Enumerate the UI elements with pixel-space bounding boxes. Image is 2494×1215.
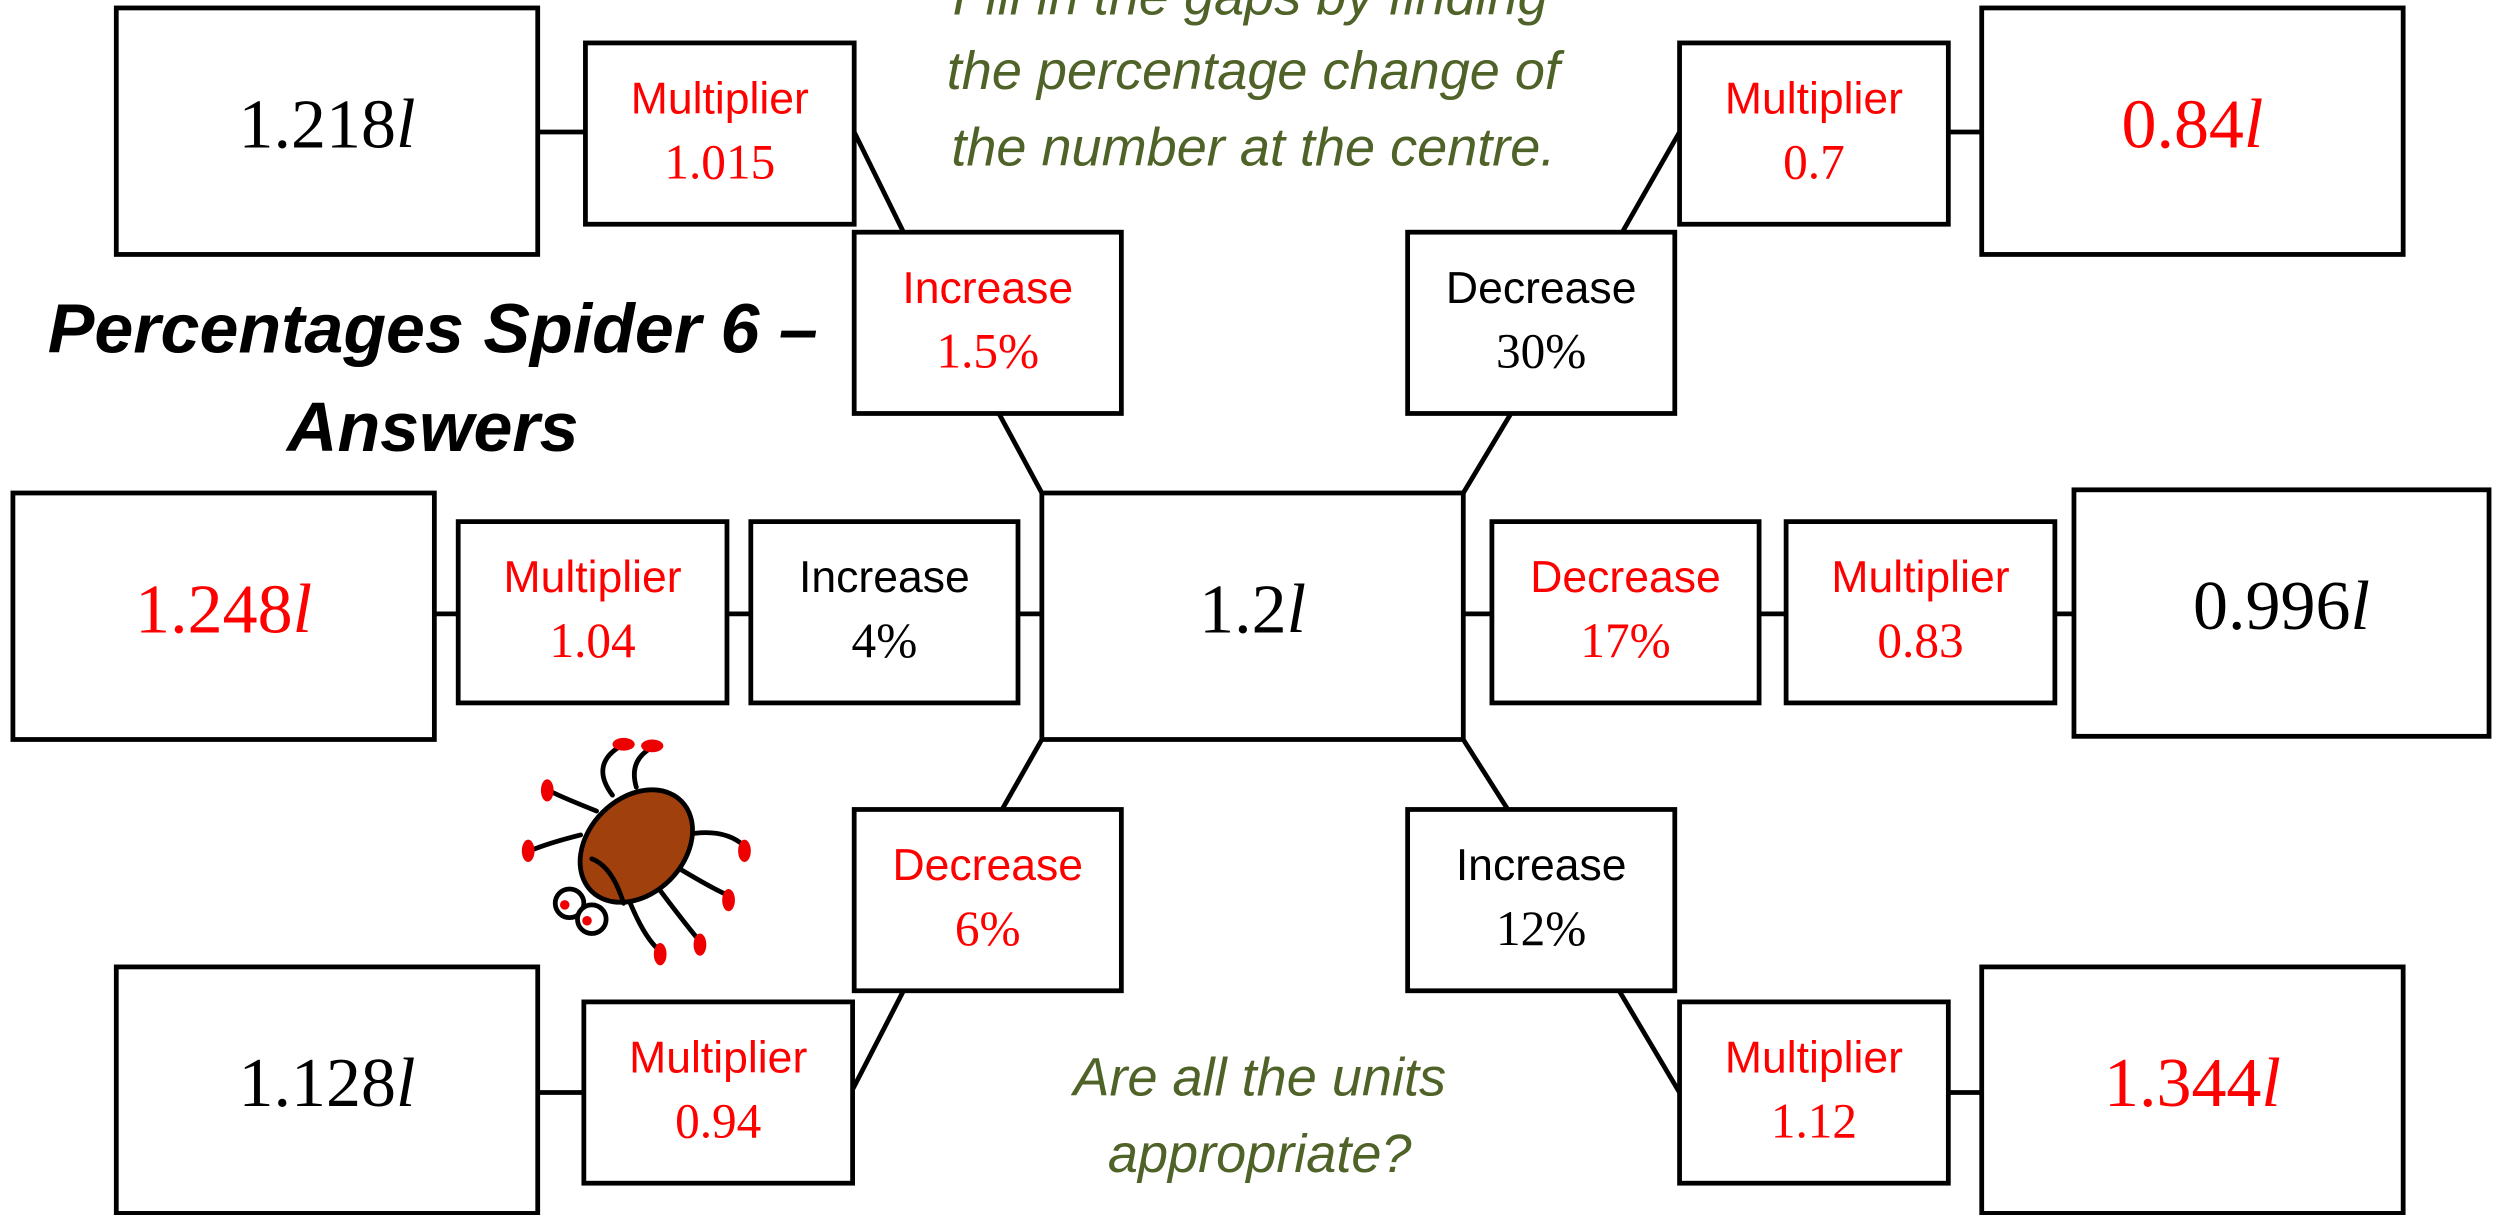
value-box <box>1039 490 1466 742</box>
connector <box>1461 738 1510 811</box>
connector <box>1000 738 1044 811</box>
step-label: Multiplier <box>1725 75 1903 124</box>
value-text: 0.84l <box>2121 86 2263 163</box>
step-value: 0.83 <box>1877 613 1963 668</box>
connector <box>852 130 906 234</box>
question-line: Are all the units <box>1070 1048 1446 1108</box>
value-text: 1.218l <box>239 86 416 163</box>
connector <box>1620 130 1682 234</box>
value-box <box>1979 5 2406 257</box>
step-label: Multiplier <box>1725 1034 1903 1083</box>
step-label: Increase <box>1456 841 1627 890</box>
step-label: Multiplier <box>504 553 682 602</box>
boxes: Increase 1.5% Multiplier 1.015 1.218l Decreas… <box>10 5 2492 1215</box>
step-value: 0.94 <box>675 1093 761 1148</box>
step-value: 1.015 <box>664 134 775 189</box>
value-text: 1.344l <box>2104 1045 2281 1122</box>
step-value: 30% <box>1496 324 1586 379</box>
instruction-line: Fill in the gaps by finding <box>953 0 1548 26</box>
step-box <box>1405 807 1678 994</box>
value-text: 0.996l <box>2193 568 2370 645</box>
step-box <box>748 519 1021 706</box>
value-text: 1.2l <box>1199 571 1306 648</box>
step-label: Decrease <box>1446 264 1637 313</box>
step-box <box>851 229 1124 416</box>
step-label: Multiplier <box>631 75 809 124</box>
step-label: Increase <box>902 264 1073 313</box>
step-label: Decrease <box>893 841 1084 890</box>
value-text: 1.128l <box>239 1045 416 1122</box>
step-value: 1.5% <box>936 324 1039 379</box>
value-box <box>2071 487 2492 739</box>
step-label: Multiplier <box>1831 553 2009 602</box>
instruction-line: the percentage change of <box>947 41 1565 101</box>
step-label: Multiplier <box>629 1034 807 1083</box>
step-box <box>1405 229 1678 416</box>
step-box <box>583 40 857 227</box>
step-value: 1.12 <box>1771 1093 1857 1148</box>
step-box <box>581 999 855 1186</box>
value-box <box>113 5 541 257</box>
value-text: 1.248l <box>135 571 312 648</box>
question-line: appropriate? <box>1108 1124 1412 1184</box>
step-box <box>1677 999 1951 1186</box>
connector <box>1617 989 1682 1094</box>
step-box <box>1489 519 1762 706</box>
step-value: 6% <box>955 901 1021 956</box>
value-box <box>10 490 437 742</box>
step-box <box>1783 519 2058 706</box>
connector <box>848 989 906 1094</box>
step-value: 12% <box>1496 901 1586 956</box>
step-box <box>1677 40 1951 227</box>
step-value: 1.04 <box>549 613 635 668</box>
spider-icon <box>521 737 751 966</box>
title-line: Percentages Spider 6 – <box>48 289 818 367</box>
step-value: 4% <box>852 613 918 668</box>
step-value: 0.7 <box>1783 134 1845 189</box>
step-label: Decrease <box>1530 553 1721 602</box>
step-value: 17% <box>1580 613 1670 668</box>
value-box <box>1979 964 2406 1215</box>
connector <box>996 412 1044 495</box>
value-box <box>113 964 541 1215</box>
title-line: Answers <box>285 388 579 466</box>
step-box <box>455 519 730 706</box>
instruction-line: the number at the centre. <box>951 117 1555 177</box>
step-box <box>851 807 1124 994</box>
connector <box>1461 412 1514 495</box>
step-label: Increase <box>799 553 970 602</box>
